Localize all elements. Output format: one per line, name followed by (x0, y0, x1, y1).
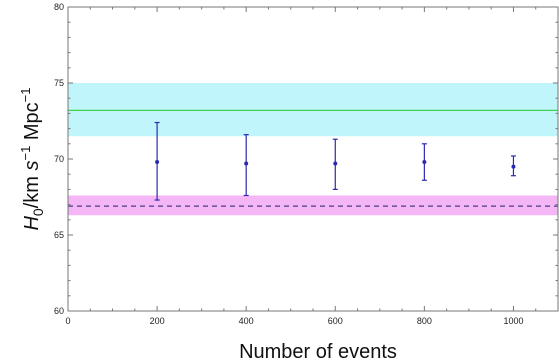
ticks-layer: 0 200 400 600 800 1000 60 65 70 75 80 (54, 2, 558, 326)
y-label-exp2: −1 (18, 87, 33, 102)
data-point (511, 164, 516, 169)
x-tick-label: 200 (150, 316, 165, 326)
x-tick-label: 1000 (503, 316, 523, 326)
data-points-layer (154, 121, 516, 201)
data-point (155, 160, 160, 165)
data-point (422, 160, 427, 165)
x-axis-label: Number of events (239, 341, 397, 363)
y-tick-label: 80 (54, 2, 64, 12)
y-tick-label: 75 (54, 78, 64, 88)
y-label-s: s (21, 160, 43, 170)
plot-frame (67, 6, 559, 312)
y-label-mid: /km (21, 170, 43, 208)
bands-layer (68, 83, 558, 216)
y-axis-label: H0/km s−1 Mpc−1 (18, 87, 46, 230)
x-tick-label: 800 (417, 316, 432, 326)
y-label-unit: Mpc (21, 102, 43, 145)
data-point (333, 161, 338, 166)
y-label-exp1: −1 (18, 146, 33, 161)
confidence-band-0 (68, 83, 558, 137)
x-tick-label: 400 (239, 316, 254, 326)
x-tick-label: 0 (65, 316, 70, 326)
y-label-h: H (21, 216, 43, 231)
reference-lines-layer (68, 109, 558, 207)
confidence-band-1 (68, 195, 558, 216)
y-label-sub: 0 (30, 208, 46, 216)
y-tick-label: 70 (54, 154, 64, 164)
y-tick-label: 60 (54, 306, 64, 316)
data-point (244, 161, 249, 166)
x-tick-label: 600 (328, 316, 343, 326)
y-tick-label: 65 (54, 230, 64, 240)
